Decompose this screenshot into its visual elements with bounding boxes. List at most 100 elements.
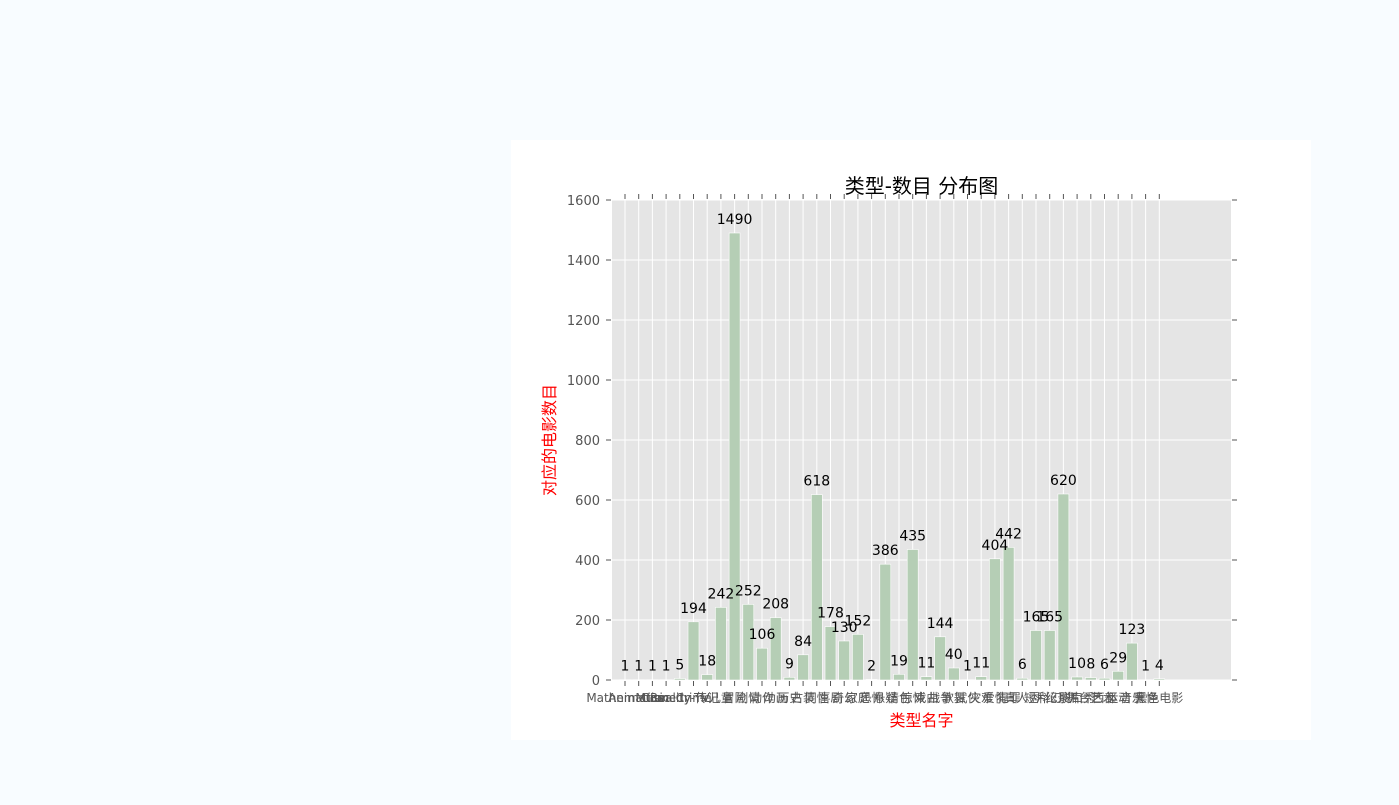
x-tick-label: 科幻	[1038, 691, 1062, 705]
bar-value-label: 1	[1141, 659, 1150, 675]
bar-value-label: 404	[982, 538, 1009, 554]
x-tick-label: 鬼怪	[1134, 690, 1158, 705]
bar-value-label: 442	[995, 526, 1022, 542]
bars	[619, 232, 1166, 681]
x-tick-label: 脱口秀	[1059, 690, 1095, 705]
bar	[948, 667, 960, 681]
bar	[756, 647, 768, 681]
x-tick-label: 同性	[805, 691, 829, 705]
x-tick-label: Animation	[608, 691, 669, 705]
y-tick-label: 1200	[567, 314, 600, 329]
bar-value-label: 6	[1018, 657, 1027, 673]
bar-value-label: 435	[899, 529, 926, 545]
x-tick-label: 战争	[928, 691, 952, 705]
bar-value-label: 6	[1100, 657, 1109, 673]
bar-value-label: 1490	[717, 212, 753, 228]
chart-title: 类型-数目 分布图	[845, 174, 999, 198]
x-tick-label: Mathematics	[586, 691, 663, 705]
bar-value-label: 1	[662, 659, 671, 675]
x-tick-label: Crime	[676, 691, 712, 705]
bar-value-label: 10	[1068, 656, 1086, 672]
bar-value-label: 386	[872, 543, 899, 559]
x-tick-label: 古装	[791, 690, 815, 705]
x-tick-label: 犯罪	[997, 691, 1021, 705]
data-labels: 1 1 1 1 519418242149025210620898461817813015…	[621, 212, 1164, 675]
bar	[906, 549, 919, 681]
y-tick-label: 400	[575, 554, 600, 569]
bar-value-label: 8	[1086, 657, 1095, 673]
bar-value-label: 4	[1155, 658, 1164, 674]
y-axis-label: 对应的电影数目	[540, 384, 559, 496]
bar-value-label: 11	[917, 656, 935, 672]
x-tick-label: 动画	[764, 691, 788, 705]
x-tick-label: 歌舞	[942, 690, 966, 705]
x-tick-label: 纪录片	[1045, 691, 1081, 705]
bar	[838, 640, 850, 681]
bar	[797, 654, 809, 681]
bar-value-label: 1	[621, 659, 630, 675]
x-tick-label: 爱情	[983, 691, 1007, 705]
x-tick-label: 戏曲	[914, 691, 938, 705]
bar-value-label: 208	[762, 597, 789, 613]
x-tick-label: 运动	[1106, 691, 1130, 705]
bar-value-label: 165	[1023, 610, 1050, 626]
x-tick-label: 恐怖	[860, 690, 884, 705]
bar	[975, 676, 987, 681]
bar	[1098, 677, 1111, 681]
x-tick-label: 音乐	[1120, 690, 1144, 705]
bar	[852, 634, 864, 681]
bar-value-label: 84	[794, 634, 812, 650]
bar	[715, 607, 727, 681]
bar	[1002, 547, 1015, 681]
bar	[687, 621, 700, 681]
bar	[1043, 630, 1056, 681]
bar-value-label: 165	[1036, 610, 1063, 626]
x-tick-label: 情色	[887, 691, 911, 705]
x-tick-label: 剧情	[736, 691, 760, 705]
bar-value-label: 1	[634, 659, 643, 675]
bar-chart: 0 200 400 600 800 1000 1200 1400 1600 Mathematics…	[540, 174, 1237, 730]
bar	[811, 494, 823, 681]
bar-value-label: 620	[1050, 473, 1077, 489]
bar-value-label: 178	[817, 606, 844, 622]
x-tick-label: 儿童	[709, 690, 733, 705]
bar	[1085, 677, 1097, 681]
bar	[989, 558, 1001, 681]
bar-value-label: 123	[1119, 622, 1146, 638]
bar-value-label: 2	[867, 658, 876, 674]
bar-value-label: 144	[927, 616, 954, 632]
x-tick-label: 喜剧	[818, 691, 842, 705]
x-tick-label: 黑色电影	[1135, 691, 1183, 705]
bar	[701, 674, 713, 681]
x-tick-label: 短片	[1024, 691, 1048, 705]
x-tick-label: 动作	[750, 691, 774, 705]
axis-ticks: 0 200 400 600 800 1000 1200 1400 1600 Mathematics…	[567, 194, 1237, 705]
x-tick-label: Comedy	[641, 691, 691, 705]
bar	[920, 676, 933, 681]
x-tick-label: 武侠	[955, 691, 979, 705]
bar	[1030, 630, 1042, 681]
x-tick-label: 灾难	[969, 690, 993, 705]
x-axis-label: 类型名字	[889, 711, 953, 730]
bar	[865, 679, 878, 681]
bar-value-label: 194	[680, 601, 707, 617]
bar	[674, 678, 686, 681]
y-tick-label: 600	[575, 494, 600, 509]
y-tick-label: 200	[575, 614, 600, 629]
bar-value-label: 5	[675, 658, 684, 674]
bar-value-label: 242	[708, 586, 735, 602]
bar-value-label: 19	[890, 653, 908, 669]
bar-value-label: 1	[648, 659, 657, 675]
x-tick-label: 家庭	[846, 690, 870, 705]
bar	[824, 626, 837, 681]
x-tick-label: 惊悚	[901, 690, 925, 705]
x-tick-label: 真人秀	[1004, 691, 1040, 705]
x-tick-label: 奇幻	[832, 691, 856, 705]
bar	[893, 673, 905, 681]
x-tick-label: Reality-TV	[650, 691, 710, 705]
bar	[728, 232, 741, 681]
bar-value-label: 618	[803, 474, 830, 490]
y-tick-label: 800	[575, 434, 600, 449]
bar	[783, 676, 796, 681]
x-tick-label: 西部	[1092, 690, 1116, 705]
